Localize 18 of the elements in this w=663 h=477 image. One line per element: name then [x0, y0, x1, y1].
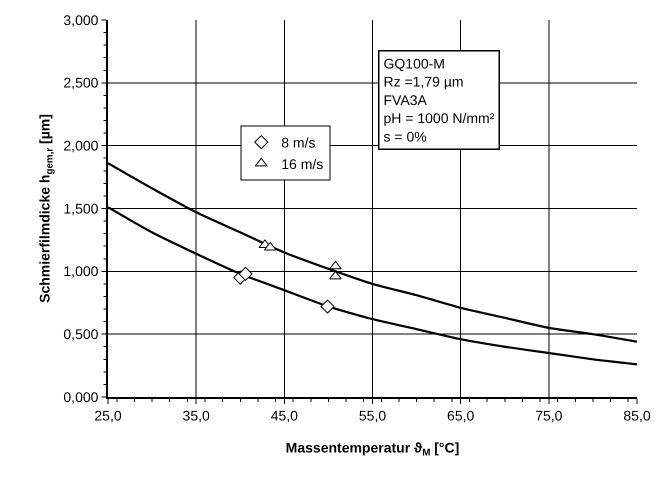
x-tick-label: 25,0 — [94, 408, 122, 424]
y-tick-label: 2,500 — [63, 74, 99, 91]
y-tick-label: 3,000 — [63, 12, 99, 28]
legend-label: 16 m/s — [281, 156, 324, 172]
x-tick-label: 45,0 — [270, 408, 298, 424]
x-tick-label: 35,0 — [182, 408, 210, 424]
y-tick-label: 1,000 — [63, 263, 99, 280]
x-tick-label: 85,0 — [623, 408, 651, 424]
y-tick-label: 1,500 — [63, 200, 99, 216]
annotation: GQ100-M Rz =1,79 µm FVA3A pH = 1000 N/mm² s = 0% — [384, 56, 495, 144]
x-tick-label: 75,0 — [535, 408, 563, 424]
y-tick-label: 0,500 — [63, 326, 99, 342]
x-tick-label: 65,0 — [447, 408, 475, 424]
y-tick-label: 2,000 — [63, 138, 99, 154]
x-axis-title: Massentemperatur ϑ$_{M}$ [°C] — [286, 439, 460, 458]
y-tick-label: 0,000 — [63, 388, 99, 405]
x-tick-label: 55,0 — [358, 408, 386, 424]
legend-label: 8 m/s — [281, 134, 316, 151]
